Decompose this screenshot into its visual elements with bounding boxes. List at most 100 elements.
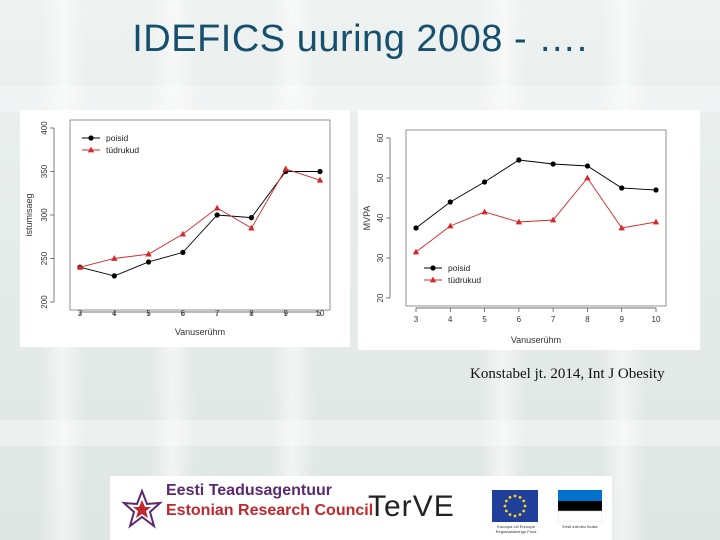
x-tick-label: 4 (112, 309, 117, 318)
legend-label: poisid (106, 133, 128, 143)
x-tick-label: 10 (652, 315, 661, 324)
estonian-flag-icon (558, 490, 602, 522)
x-tick-label: 8 (585, 315, 590, 324)
eu-flag-icon (492, 490, 538, 522)
data-point (412, 248, 420, 255)
x-tick-label: 10 (316, 309, 325, 318)
data-point (111, 255, 118, 261)
y-tick-label: 300 (40, 208, 49, 222)
sitting-time-chart-svg: 200 250 300 350 400 istumisaeg 3 4 5 6 7 8 9 10 Vanuse… (24, 119, 331, 337)
terve-logo: TerVE (368, 490, 455, 524)
x-tick-label: 7 (551, 315, 556, 324)
eu-star (508, 513, 512, 517)
background-band (0, 86, 720, 112)
data-point (76, 263, 84, 270)
data-point (179, 230, 187, 237)
y-tick-label: 20 (376, 293, 385, 302)
data-point (413, 225, 419, 231)
x-tick-label: 5 (482, 315, 487, 324)
data-point (481, 208, 488, 215)
data-point (214, 212, 220, 218)
eu-star (513, 494, 517, 498)
data-point (429, 276, 437, 283)
data-point (584, 163, 591, 169)
data-point (430, 265, 436, 271)
estonian-research-council-logo-icon (121, 488, 163, 529)
x-tick-label: 3 (78, 309, 83, 318)
data-point (447, 199, 453, 205)
plot-frame (405, 129, 667, 307)
data-point (248, 215, 255, 221)
x-tick-label: 8 (249, 309, 254, 318)
eu-star (522, 499, 526, 503)
sponsor-logo-strip: Eesti Teadusagentuur Estonian Research C… (110, 476, 612, 540)
y-tick-label: 50 (376, 173, 385, 182)
data-point (584, 174, 591, 181)
data-point (87, 146, 95, 153)
x-tick-label: 9 (619, 315, 624, 324)
x-tick-label: 6 (181, 309, 186, 318)
series-line (79, 168, 321, 268)
x-tick-label: 6 (517, 315, 522, 324)
data-point (180, 249, 186, 256)
eu-stars-icon (503, 494, 527, 518)
y-tick-label: 30 (376, 253, 385, 262)
data-point (145, 259, 152, 265)
eu-star (523, 504, 527, 508)
mvpa-chart: 20 30 40 50 60 MVPA 3 4 5 6 7 8 9 10 Vanuserühm poisid t… (358, 110, 700, 350)
data-point (316, 176, 324, 183)
sitting-time-chart: 200 250 300 350 400 istumisaeg 3 4 5 6 7 8 9 10 Vanuse… (20, 110, 350, 347)
data-point (481, 179, 488, 185)
terve-logo-part2: VE (412, 490, 455, 523)
eu-star (518, 513, 522, 517)
data-point (619, 185, 625, 191)
data-point (213, 204, 221, 211)
y-tick-label: 350 (40, 164, 49, 178)
legend-label: tüdrukud (448, 275, 481, 285)
x-tick-label: 4 (448, 315, 453, 324)
terve-logo-part1: Ter (368, 490, 413, 523)
y-tick-label: 400 (40, 121, 49, 135)
data-point (653, 187, 659, 193)
data-point (282, 165, 289, 172)
background-band (0, 420, 720, 446)
data-point (515, 218, 523, 225)
legend-label: tüdrukud (106, 145, 139, 155)
data-point (145, 250, 152, 257)
ee-caption: Eesti tuleviku heaks (562, 524, 598, 529)
eu-star (504, 509, 508, 513)
etag-name-estonian: Eesti Teadusagentuur (166, 482, 332, 499)
eu-caption: Euroopa Liit Euroopa Regionaalarengu Fon… (495, 524, 537, 534)
eu-star (504, 499, 508, 503)
series-line (415, 159, 657, 229)
y-axis-label: MVPA (362, 206, 372, 231)
eu-star (508, 495, 512, 499)
data-point (618, 224, 625, 231)
data-point (88, 135, 94, 141)
eu-star (518, 495, 522, 499)
y-axis-label: istumisaeg (24, 193, 34, 236)
plot-frame (69, 119, 331, 311)
eu-star (522, 509, 526, 513)
data-point (111, 273, 117, 279)
data-point (516, 157, 522, 163)
x-tick-label: 7 (215, 309, 220, 318)
data-point (652, 218, 660, 225)
y-tick-label: 250 (40, 251, 49, 265)
x-axis-label: Vanuserühm (175, 327, 225, 337)
eu-star (513, 514, 517, 518)
y-tick-label: 200 (40, 295, 49, 309)
slide-title: IDEFICS uuring 2008 - …. (132, 18, 588, 60)
citation: Konstabel jt. 2014, Int J Obesity (470, 366, 665, 382)
data-point (248, 224, 255, 231)
y-tick-label: 60 (376, 133, 385, 142)
x-axis-label: Vanuserühm (511, 335, 561, 345)
eu-star (503, 504, 507, 508)
etag-name-english: Estonian Research Council (166, 502, 374, 519)
y-tick-label: 40 (376, 213, 385, 222)
x-tick-label: 9 (283, 309, 288, 318)
data-point (549, 216, 557, 223)
x-tick-label: 3 (414, 315, 419, 324)
data-point (317, 168, 323, 175)
mvpa-chart-svg: 20 30 40 50 60 MVPA 3 4 5 6 7 8 9 10 Vanuserühm poisid t… (362, 129, 667, 345)
